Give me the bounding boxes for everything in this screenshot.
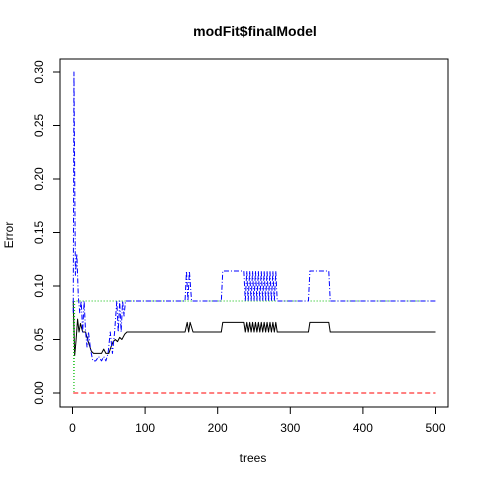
series-line-4: [72, 71, 436, 362]
series-layer: [72, 71, 436, 394]
y-tick-label: 0.15: [32, 220, 46, 244]
x-tick-label: 0: [69, 421, 76, 435]
y-tick-label: 0.30: [32, 60, 46, 84]
chart-title: modFit$finalModel: [193, 23, 317, 39]
series-line-1: [72, 300, 436, 357]
x-tick-label: 100: [135, 421, 155, 435]
y-tick-label: 0.25: [32, 113, 46, 137]
x-tick-label: 500: [425, 421, 445, 435]
y-tick-label: 0.10: [32, 274, 46, 298]
x-tick-label: 300: [280, 421, 300, 435]
y-axis-label: Error: [2, 222, 16, 249]
x-axis-label: trees: [240, 451, 267, 465]
x-axis: 0 100 200 300 400 500: [69, 406, 446, 435]
y-axis: 0.00 0.05 0.10 0.15 0.20 0.25 0.30: [32, 60, 61, 405]
y-tick-label: 0.05: [32, 327, 46, 351]
y-tick-label: 0.20: [32, 167, 46, 191]
plot-frame: [59, 58, 449, 408]
x-tick-label: 200: [208, 421, 228, 435]
x-tick-label: 400: [353, 421, 373, 435]
y-tick-label: 0.00: [32, 381, 46, 405]
series-line-3: [72, 300, 436, 394]
